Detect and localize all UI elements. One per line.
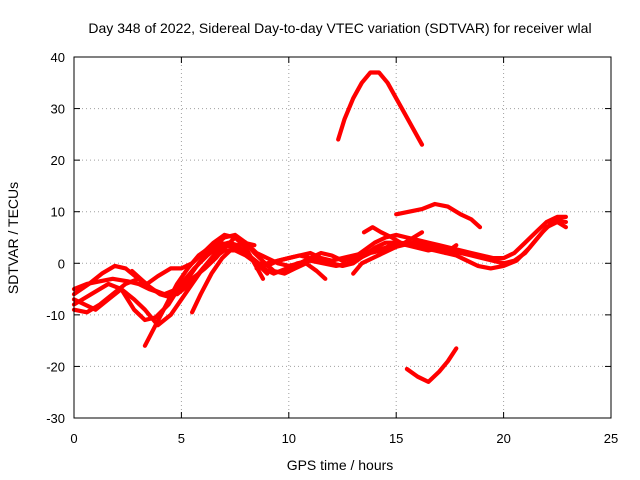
y-tick-label: -30: [46, 411, 65, 426]
y-tick-label: 10: [51, 205, 65, 220]
series-track-5: [129, 235, 328, 299]
y-tick-label: 40: [51, 50, 65, 65]
chart-title: Day 348 of 2022, Sidereal Day-to-day VTE…: [88, 20, 591, 36]
y-tick-label: -20: [46, 359, 65, 374]
y-tick-label: 0: [58, 256, 65, 271]
series-track-13: [336, 70, 425, 147]
axis-ticks: [73, 56, 612, 419]
series-track-7: [142, 240, 231, 348]
series-track-6: [71, 232, 266, 315]
y-tick-labels: -30 -20 -10 0 10 20 30 40: [46, 50, 65, 426]
x-tick-label: 0: [70, 431, 77, 446]
series-track-10: [351, 230, 425, 276]
series-track-12: [394, 201, 483, 230]
series-track-11: [361, 225, 459, 256]
x-tick-label: 20: [496, 431, 510, 446]
y-tick-label: -10: [46, 308, 65, 323]
x-tick-labels: 0 5 10 15 20 25: [70, 431, 618, 446]
x-tick-label: 25: [604, 431, 618, 446]
series-track-8: [190, 240, 257, 315]
x-tick-label: 5: [178, 431, 185, 446]
y-tick-label: 20: [51, 153, 65, 168]
x-tick-label: 10: [282, 431, 296, 446]
series-track-3: [71, 214, 568, 297]
x-axis-title: GPS time / hours: [287, 457, 394, 473]
plot-frame: [73, 56, 612, 419]
series-track-14: [404, 346, 459, 384]
series-lines: [71, 70, 568, 384]
x-tick-label: 15: [389, 431, 403, 446]
series-track-1: [71, 219, 568, 323]
y-axis-title: SDTVAR / TECUs: [5, 182, 21, 294]
series-track-9: [254, 240, 399, 271]
y-tick-label: 30: [51, 102, 65, 117]
